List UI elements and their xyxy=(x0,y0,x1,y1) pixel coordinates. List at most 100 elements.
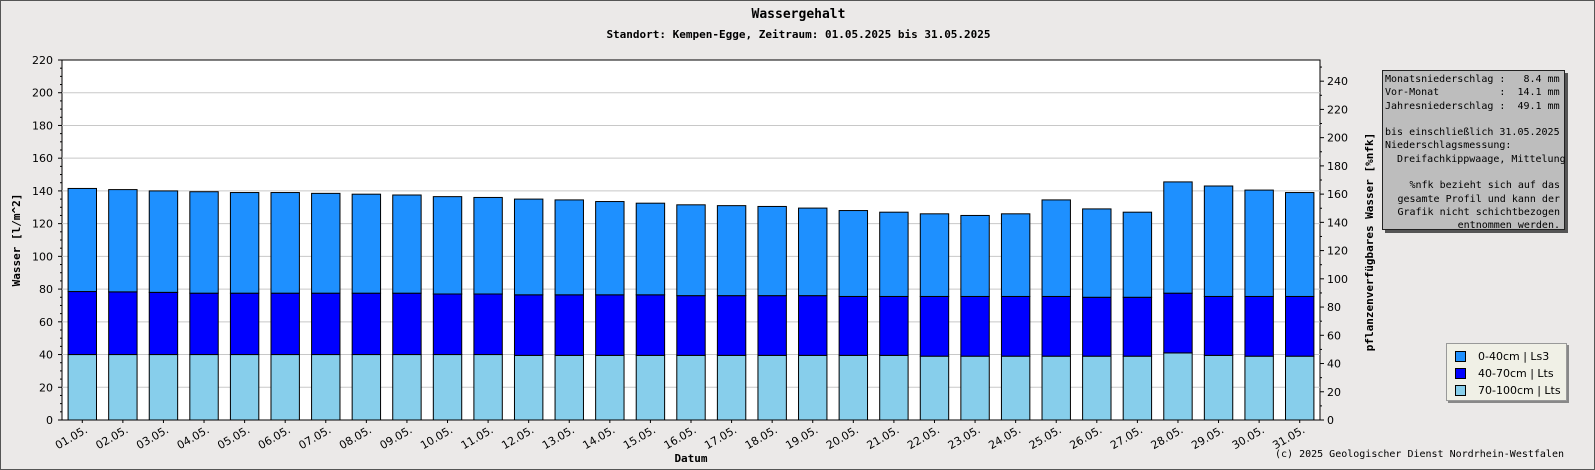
bar-segment xyxy=(1163,352,1193,421)
bar-segment xyxy=(838,354,869,421)
x-tick-label: 28.05. xyxy=(1149,423,1186,452)
x-tick-label: 11.05. xyxy=(459,423,496,452)
x-tick-label: 12.05. xyxy=(499,423,536,452)
x-tick-label: 21.05. xyxy=(865,423,902,452)
info-note-line: %nfk bezieht sich auf das xyxy=(1409,180,1560,192)
bar-segment xyxy=(1203,185,1234,297)
info-line: bis einschließlich 31.05.2025 xyxy=(1385,127,1560,139)
y-right-tick-label: 0 xyxy=(1327,414,1334,427)
bar-segment xyxy=(919,213,950,297)
bar-segment xyxy=(1082,296,1112,357)
bar-segment xyxy=(67,187,97,293)
x-tick-label: 27.05. xyxy=(1108,423,1145,452)
bars xyxy=(67,181,1315,421)
y-tick-label: 180 xyxy=(32,119,53,132)
x-tick-label: 02.05. xyxy=(94,423,131,452)
bar-segment xyxy=(108,189,138,293)
legend-item-70-100cm: 70-100cm | Lts xyxy=(1455,382,1566,399)
y-tick-label: 40 xyxy=(39,349,53,362)
bar-segment xyxy=(716,295,747,356)
bar-segment xyxy=(838,210,869,297)
bar-segment xyxy=(229,292,260,356)
bar-segment xyxy=(108,354,138,421)
bar-segment xyxy=(676,295,706,356)
bar-segment xyxy=(513,354,544,421)
bar-segment xyxy=(229,192,260,294)
bar-segment xyxy=(108,291,138,356)
x-tick-label: 14.05. xyxy=(581,423,618,452)
x-tick-label: 04.05. xyxy=(175,423,212,452)
legend-item-40-70cm: 40-70cm | Lts xyxy=(1455,365,1566,382)
bar-segment xyxy=(1000,355,1031,421)
bar-segment xyxy=(554,294,584,356)
y-tick-label: 60 xyxy=(39,316,53,329)
y-tick-label: 200 xyxy=(32,87,53,100)
bar-segment xyxy=(351,292,382,356)
bar-segment xyxy=(595,354,625,421)
bar-segment xyxy=(1041,355,1071,421)
bar-segment xyxy=(879,211,909,297)
info-note-line: entnommen werden. xyxy=(1457,220,1560,232)
legend-swatch xyxy=(1455,385,1466,396)
legend-label: 70-100cm | Lts xyxy=(1478,384,1561,397)
x-tick-label: 31.05. xyxy=(1270,423,1307,452)
x-tick-label: 16.05. xyxy=(662,423,699,452)
bar-segment xyxy=(960,355,990,421)
bar-segment xyxy=(1285,295,1315,357)
bar-segment xyxy=(1041,199,1071,297)
bar-segment xyxy=(676,354,706,421)
bar-segment xyxy=(1122,296,1153,357)
bar-segment xyxy=(392,194,422,294)
x-tick-label: 03.05. xyxy=(134,423,171,452)
x-tick-label: 10.05. xyxy=(418,423,455,452)
y-tick-label: 0 xyxy=(46,414,53,427)
y-right-tick-label: 40 xyxy=(1327,358,1341,371)
bar-segment xyxy=(473,293,503,356)
info-line: Jahresniederschlag : 49.1 mm xyxy=(1385,100,1560,112)
bar-segment xyxy=(1244,295,1274,357)
y-tick-label: 120 xyxy=(32,218,53,231)
info-line: Vor-Monat : 14.1 mm xyxy=(1385,87,1560,99)
bar-segment xyxy=(392,292,422,356)
y-right-tick-label: 200 xyxy=(1327,132,1348,145)
x-tick-label: 25.05. xyxy=(1027,423,1064,452)
bar-segment xyxy=(1082,355,1112,421)
bar-segment xyxy=(879,295,909,356)
bar-segment xyxy=(1041,295,1071,357)
y-right-tick-label: 180 xyxy=(1327,160,1348,173)
y-tick-label: 220 xyxy=(32,54,53,67)
y-right-tick-label: 120 xyxy=(1327,245,1348,258)
bar-segment xyxy=(67,291,97,356)
bar-segment xyxy=(1000,213,1031,297)
bar-segment xyxy=(67,354,97,421)
x-tick-label: 07.05. xyxy=(296,423,333,452)
x-tick-label: 26.05. xyxy=(1067,423,1104,452)
bar-segment xyxy=(635,294,666,356)
y-right-tick-label: 160 xyxy=(1327,188,1348,201)
bar-segment xyxy=(635,354,666,421)
bar-segment xyxy=(148,354,179,421)
x-tick-label: 18.05. xyxy=(743,423,780,452)
y-tick-label: 140 xyxy=(32,185,53,198)
bar-segment xyxy=(270,192,300,294)
chart-title: Wassergehalt xyxy=(751,7,846,22)
bar-segment xyxy=(513,294,544,356)
bar-segment xyxy=(473,354,503,421)
bar-segment xyxy=(919,295,950,357)
bar-segment xyxy=(432,354,463,421)
x-tick-label: 01.05. xyxy=(53,423,90,452)
bar-segment xyxy=(798,207,828,297)
x-tick-label: 19.05. xyxy=(783,423,820,452)
bar-segment xyxy=(1082,208,1112,298)
bar-segment xyxy=(960,214,990,297)
x-axis-label: Datum xyxy=(674,452,707,465)
x-tick-label: 05.05. xyxy=(215,423,252,452)
bar-segment xyxy=(919,355,950,421)
x-tick-label: 15.05. xyxy=(621,423,658,452)
x-tick-label: 30.05. xyxy=(1230,423,1267,452)
bar-segment xyxy=(798,295,828,356)
bar-segment xyxy=(1163,181,1193,294)
legend: 0-40cm | Ls3 40-70cm | Lts 70-100cm | Lt… xyxy=(1446,343,1567,401)
bar-segment xyxy=(189,191,219,294)
